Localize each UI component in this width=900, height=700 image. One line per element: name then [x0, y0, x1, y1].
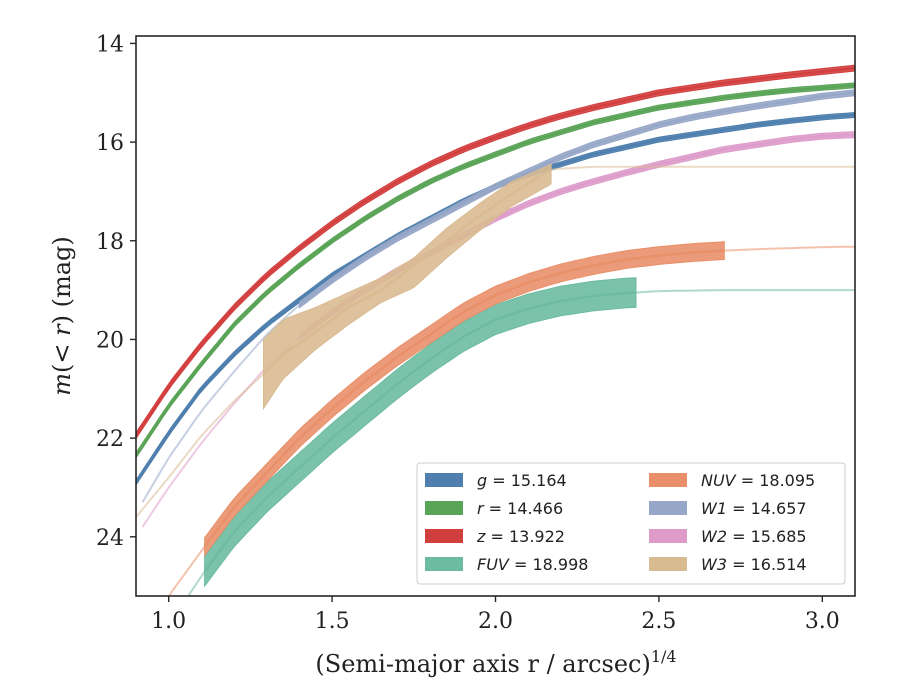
legend-variable: W3 — [701, 555, 727, 574]
legend-value: = 15.164 — [487, 471, 567, 490]
legend-variable: W1 — [701, 499, 727, 518]
legend-label: z = 13.922 — [476, 527, 565, 546]
legend-swatch — [649, 473, 687, 487]
legend-item-r: r = 14.466 — [425, 499, 563, 518]
legend-swatch — [425, 557, 463, 571]
legend-value: = 13.922 — [485, 527, 565, 546]
legend-item-w2: W2 = 15.685 — [649, 527, 807, 546]
y-axis-title-unit: ) (mag) — [48, 236, 76, 324]
y-tick-label: 24 — [96, 526, 124, 551]
x-tick-label: 3.0 — [805, 609, 840, 634]
legend-value: = 14.657 — [727, 499, 807, 518]
legend-value: = 18.095 — [736, 471, 816, 490]
series-fuv-band — [204, 277, 637, 588]
legend-variable: FUV — [477, 555, 510, 574]
legend-swatch — [649, 529, 687, 543]
series-w1-band — [298, 89, 855, 309]
series-fuv — [187, 277, 855, 596]
y-axis-title-r: r — [48, 323, 76, 336]
series-z — [136, 64, 855, 440]
series-w3-line — [262, 168, 552, 375]
legend-label: r = 14.466 — [477, 499, 563, 518]
legend-label: W2 = 15.685 — [701, 527, 807, 546]
series-r-line — [136, 84, 855, 457]
y-axis-title: m(< r) (mag) — [48, 236, 76, 396]
legend-label: W3 = 16.514 — [701, 555, 807, 574]
x-tick-label: 2.0 — [478, 609, 513, 634]
x-axis-title-text: (Semi-major axis r / arcsec) — [315, 650, 650, 678]
series-nuv-band — [204, 241, 725, 558]
series-w1 — [141, 89, 855, 503]
legend-value: = 16.514 — [727, 555, 807, 574]
legend-item-w1: W1 = 14.657 — [649, 499, 807, 518]
y-tick-label: 22 — [96, 427, 124, 452]
legend-label: FUV = 18.998 — [477, 555, 588, 574]
series-r-band — [136, 82, 855, 459]
legend-variable: W2 — [701, 527, 727, 546]
series-fuv-line — [203, 291, 637, 573]
y-axis-title-rest: (< — [48, 336, 76, 373]
legend-variable: z — [476, 527, 486, 546]
legend-label: NUV = 18.095 — [701, 471, 815, 490]
series-w1-line — [298, 91, 855, 306]
legend-item-z: z = 13.922 — [425, 527, 565, 546]
x-tick-label: 1.5 — [315, 609, 350, 634]
legend-swatch — [649, 557, 687, 571]
series-z-line — [136, 66, 855, 437]
x-tick-label: 2.5 — [641, 609, 676, 634]
y-tick-label: 20 — [96, 328, 124, 353]
legend-label: W1 = 14.657 — [701, 499, 807, 518]
series-w3 — [136, 163, 855, 518]
legend-item-fuv: FUV = 18.998 — [425, 555, 588, 574]
legend-value: = 18.998 — [509, 555, 589, 574]
legend-label: g = 15.164 — [477, 471, 567, 490]
y-axis-ticks: 14 16 18 20 22 24 — [96, 32, 136, 551]
x-axis-title: (Semi-major axis r / arcsec)1/4 — [315, 647, 676, 678]
legend-variable: NUV — [701, 471, 737, 490]
legend-variable: g — [477, 471, 487, 490]
legend-value: = 14.466 — [484, 499, 564, 518]
legend-variable: r — [477, 499, 485, 518]
x-tick-label: 1.0 — [151, 609, 186, 634]
series-nuv — [167, 241, 855, 596]
series-z-band — [136, 64, 855, 440]
legend-value: = 15.685 — [727, 527, 807, 546]
legend-swatch — [425, 473, 463, 487]
series-r — [136, 82, 855, 459]
y-tick-label: 14 — [96, 32, 124, 57]
y-tick-label: 18 — [96, 230, 124, 255]
y-axis-title-m: m — [48, 373, 76, 396]
legend-swatch — [425, 501, 463, 515]
legend-swatch — [649, 501, 687, 515]
legend-item-nuv: NUV = 18.095 — [649, 471, 815, 490]
legend-item-g: g = 15.164 — [425, 471, 567, 490]
legend-swatch — [425, 529, 463, 543]
y-tick-label: 16 — [96, 131, 124, 156]
series-nuv-line — [203, 249, 725, 548]
legend-item-w3: W3 = 16.514 — [649, 555, 807, 574]
series-w3-band — [263, 163, 552, 411]
legend-box — [416, 462, 846, 585]
x-axis-title-exponent: 1/4 — [651, 647, 677, 666]
x-axis-ticks: 1.0 1.5 2.0 2.5 3.0 — [151, 596, 840, 634]
series-layer — [136, 64, 855, 596]
